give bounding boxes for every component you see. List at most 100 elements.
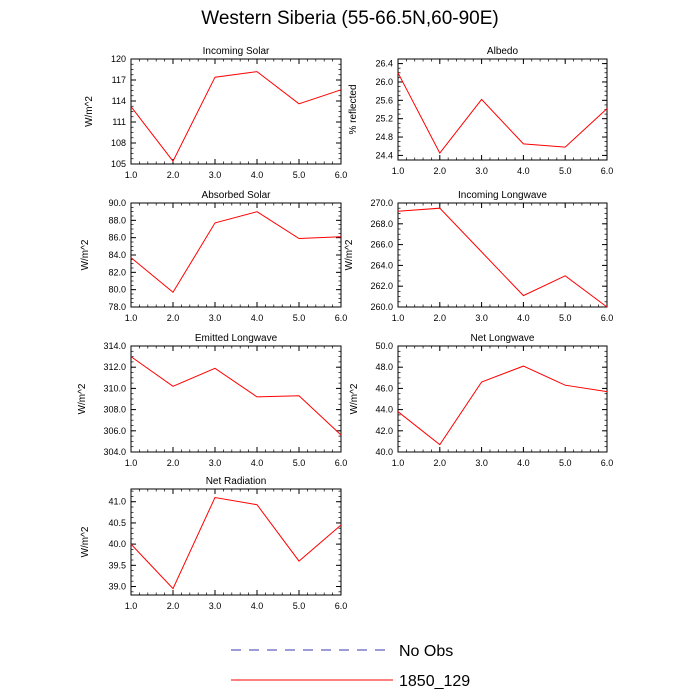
x-tick-label: 6.0 [335, 313, 348, 323]
plot-frame [130, 488, 342, 596]
x-tick-label: 3.0 [209, 313, 222, 323]
series-line-1850-129 [130, 496, 342, 590]
panel-absorbed-solar: Absorbed Solar W/m^2 1.0 2.0 3.0 4.0 5.0 6.0 78.… [80, 190, 347, 323]
panel-title: Albedo [487, 46, 519, 57]
x-tick-label: 1.0 [392, 458, 405, 468]
y-tick-label: 26.4 [375, 59, 393, 69]
y-axis-label: W/m^2 [80, 526, 91, 557]
y-tick-label: 46.0 [375, 383, 393, 393]
x-tick-label: 4.0 [517, 313, 530, 323]
y-tick-label: 262.0 [370, 281, 393, 291]
x-tick-label: 1.0 [392, 166, 405, 176]
series-line-1850-129 [397, 207, 608, 308]
x-tick-label: 4.0 [251, 170, 264, 180]
x-tick-label: 2.0 [167, 601, 180, 611]
y-tick-label: 80.0 [108, 285, 126, 295]
x-tick-label: 5.0 [293, 458, 306, 468]
y-tick-label: 25.2 [375, 114, 393, 124]
x-tick-label: 2.0 [434, 166, 447, 176]
y-tick-label: 268.0 [370, 219, 393, 229]
y-tick-label: 120 [111, 54, 126, 64]
x-tick-label: 3.0 [209, 170, 222, 180]
panel-net-radiation: Net Radiation W/m^2 1.0 2.0 3.0 4.0 5.0 6.0 39.0… [80, 476, 347, 611]
y-tick-label: 114 [112, 96, 126, 106]
plot-frame [397, 202, 608, 308]
x-tick-label: 5.0 [293, 601, 306, 611]
x-tick-label: 6.0 [601, 166, 614, 176]
x-tick-label: 6.0 [601, 458, 614, 468]
panel-title: Absorbed Solar [202, 190, 272, 201]
y-tick-label: 111 [112, 117, 126, 127]
y-tick-label: 39.5 [108, 560, 126, 570]
panel-title: Incoming Longwave [458, 190, 547, 201]
x-tick-label: 5.0 [559, 166, 572, 176]
y-tick-label: 86.0 [108, 233, 126, 243]
y-tick-label: 26.0 [375, 77, 393, 87]
x-tick-label: 3.0 [209, 601, 222, 611]
panel-albedo: Albedo % reflected 1.0 2.0 3.0 4.0 5.0 6.0 24.4 2… [348, 46, 613, 176]
panel-title: Emitted Longwave [195, 333, 278, 344]
y-tick-label: 314.0 [103, 341, 126, 351]
x-tick-label: 1.0 [392, 313, 405, 323]
y-tick-label: 105 [111, 159, 126, 169]
x-tick-label: 2.0 [167, 170, 180, 180]
x-tick-label: 5.0 [293, 313, 306, 323]
y-tick-label: 306.0 [103, 426, 126, 436]
y-tick-label: 266.0 [370, 240, 393, 250]
y-tick-label: 41.0 [108, 497, 126, 507]
y-tick-label: 270.0 [370, 198, 393, 208]
y-tick-label: 48.0 [375, 362, 393, 372]
x-tick-label: 6.0 [335, 458, 348, 468]
y-tick-label: 260.0 [370, 302, 393, 312]
x-tick-label: 6.0 [335, 170, 348, 180]
y-tick-label: 40.5 [108, 518, 126, 528]
x-tick-label: 2.0 [167, 313, 180, 323]
x-tick-label: 6.0 [335, 601, 348, 611]
x-tick-label: 4.0 [251, 313, 264, 323]
x-tick-label: 6.0 [601, 313, 614, 323]
y-tick-label: 264.0 [370, 260, 393, 270]
y-tick-label: 24.8 [375, 132, 393, 142]
plot-frame [130, 202, 342, 308]
plot-frame [397, 58, 608, 161]
x-tick-label: 5.0 [293, 170, 306, 180]
y-tick-label: 308.0 [103, 405, 126, 415]
chart-title: Western Siberia (55-66.5N,60-90E) [201, 8, 499, 29]
legend-item-1850-129: 1850_129 [231, 673, 470, 690]
x-tick-label: 4.0 [517, 458, 530, 468]
panel-title: Net Radiation [206, 476, 267, 487]
y-axis-label: W/m^2 [84, 96, 95, 127]
series-line-1850-129 [397, 365, 608, 446]
y-tick-label: 82.0 [108, 267, 126, 277]
series-line-1850-129 [130, 356, 342, 436]
x-tick-label: 3.0 [475, 313, 488, 323]
y-tick-label: 78.0 [108, 302, 126, 312]
y-tick-label: 310.0 [103, 383, 126, 393]
series-line-1850-129 [130, 211, 342, 294]
x-tick-label: 2.0 [434, 313, 447, 323]
y-tick-label: 40.0 [375, 447, 393, 457]
y-axis-label: % reflected [348, 84, 359, 134]
x-tick-label: 1.0 [125, 458, 138, 468]
panel-emitted-longwave: Emitted Longwave W/m^2 1.0 2.0 3.0 4.0 5.0 6.0 3… [77, 333, 347, 468]
panel-incoming-longwave: Incoming Longwave W/m^2 1.0 2.0 3.0 4.0 5.0 6.0… [344, 190, 613, 323]
y-tick-label: 108 [111, 138, 126, 148]
x-tick-label: 4.0 [251, 458, 264, 468]
series-line-1850-129 [130, 71, 342, 163]
y-tick-label: 304.0 [103, 447, 126, 457]
y-tick-label: 25.6 [375, 95, 393, 105]
y-tick-label: 42.0 [375, 426, 393, 436]
y-tick-label: 40.0 [108, 539, 126, 549]
legend-label: 1850_129 [399, 673, 470, 690]
x-tick-label: 5.0 [559, 458, 572, 468]
x-tick-label: 3.0 [475, 458, 488, 468]
panel-title: Incoming Solar [203, 46, 270, 57]
x-tick-label: 1.0 [125, 313, 138, 323]
y-tick-label: 84.0 [108, 250, 126, 260]
panel-title: Net Longwave [471, 333, 535, 344]
x-tick-label: 1.0 [125, 170, 138, 180]
y-tick-label: 88.0 [108, 215, 126, 225]
x-tick-label: 2.0 [434, 458, 447, 468]
x-tick-label: 4.0 [517, 166, 530, 176]
